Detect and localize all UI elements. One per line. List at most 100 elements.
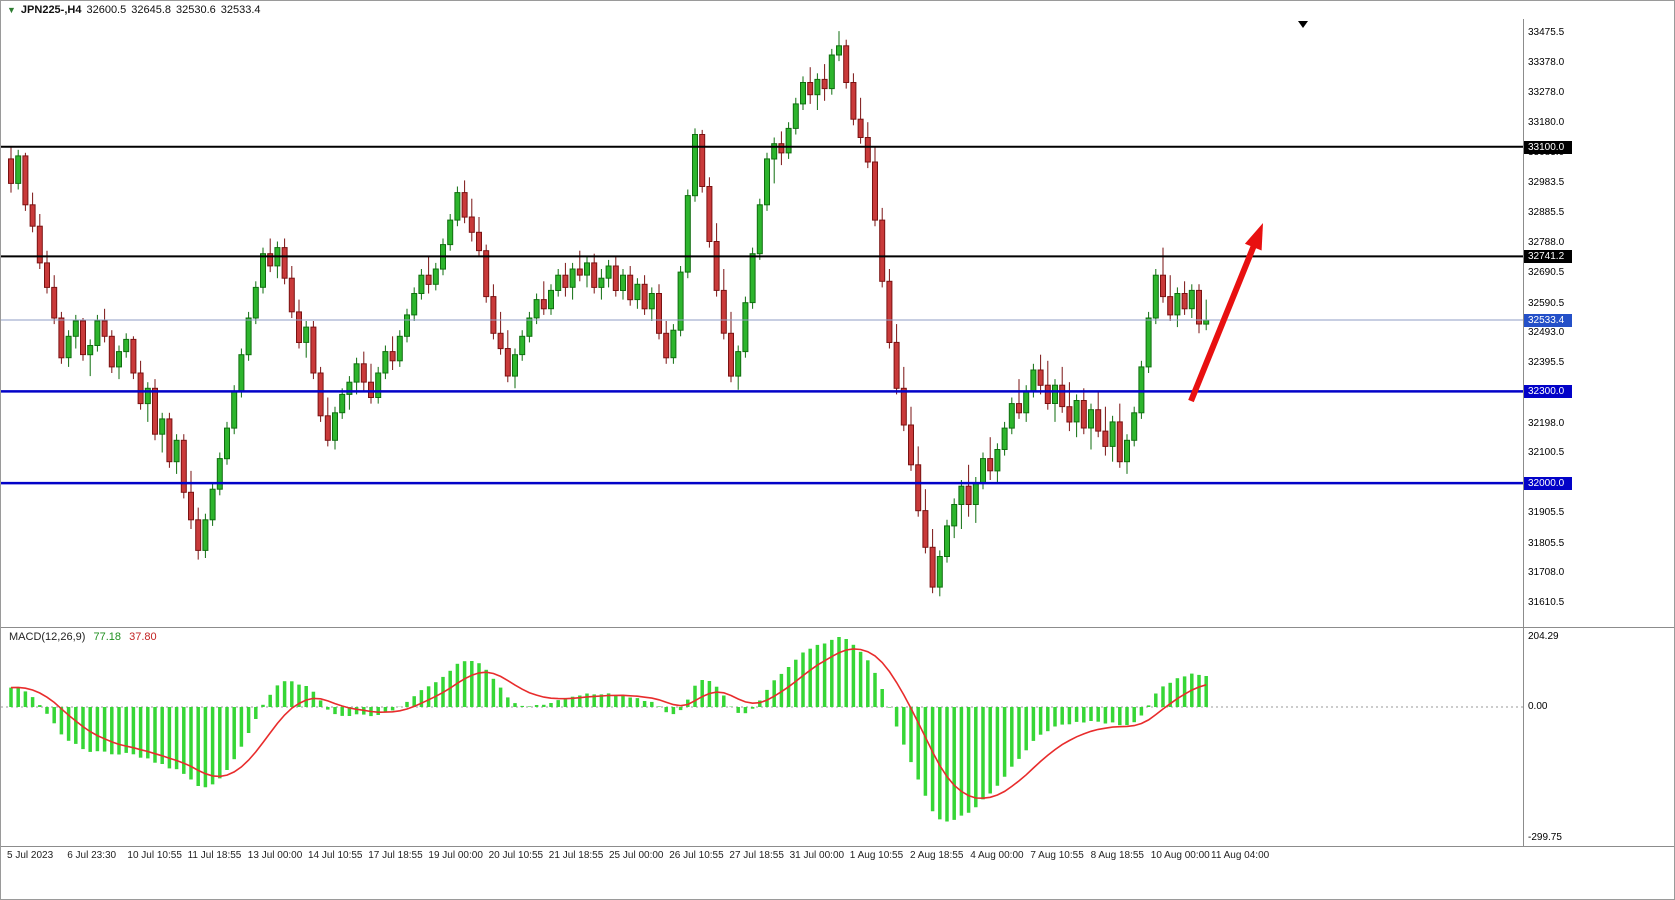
candle [1059, 366, 1066, 413]
candle [677, 266, 684, 337]
candle [281, 238, 288, 285]
candle [353, 357, 360, 395]
candle [173, 434, 180, 474]
candle [742, 296, 749, 358]
candle [411, 287, 418, 321]
candle [872, 146, 878, 227]
candle [137, 360, 144, 410]
candle [404, 308, 410, 343]
candle [476, 217, 482, 257]
candle [44, 250, 50, 294]
indicator-panel-divider[interactable] [1, 627, 1674, 628]
candle [879, 207, 886, 288]
macd-canvas[interactable] [1, 628, 1523, 846]
candle [519, 330, 526, 361]
macd-indicator-label: MACD(12,26,9) 77.18 37.80 [9, 631, 157, 643]
ohlc-low-value: 32530.6 [176, 4, 216, 16]
candle [1052, 379, 1058, 422]
candle [497, 311, 504, 355]
time-axis-label: 5 Jul 2023 [7, 850, 54, 861]
candle [1203, 299, 1210, 331]
candle [382, 345, 389, 380]
candle [317, 366, 324, 422]
price-chart-canvas[interactable] [1, 19, 1523, 627]
candle [713, 223, 720, 297]
candle [425, 256, 432, 294]
candle [584, 256, 590, 288]
candle [821, 64, 828, 101]
candle [447, 214, 454, 251]
candle [540, 281, 547, 315]
price-axis-label: 32003.0 [1528, 477, 1565, 489]
time-axis-label: 13 Jul 00:00 [247, 850, 303, 861]
price-axis-border [1523, 19, 1524, 846]
time-axis-label: 31 Jul 00:00 [789, 850, 845, 861]
candle [1181, 281, 1188, 315]
candle [116, 345, 122, 380]
price-axis-label: 32100.5 [1528, 447, 1565, 459]
candle [1001, 421, 1008, 456]
candle [670, 324, 677, 364]
candle [562, 262, 569, 297]
candle [569, 262, 576, 300]
candle [80, 318, 86, 361]
candle [605, 259, 612, 288]
candle [936, 550, 943, 597]
candle [908, 406, 914, 471]
candle [1095, 391, 1102, 438]
time-axis-label: 10 Aug 00:00 [1150, 850, 1210, 861]
ohlc-open-value: 32600.5 [86, 4, 127, 16]
candle [728, 311, 734, 383]
time-axis-label: 21 Jul 18:55 [548, 850, 604, 861]
candle [65, 330, 72, 367]
candle [1066, 382, 1073, 432]
price-axis-label: 31805.5 [1528, 537, 1565, 549]
candle [828, 48, 835, 95]
candle [756, 198, 763, 260]
price-axis-label: 32983.5 [1528, 177, 1565, 189]
current-price-chip: 32533.4 [1524, 313, 1572, 327]
candle [886, 269, 893, 349]
symbol-period-label: JPN225-,H4 [20, 4, 82, 16]
price-axis-label: 33083.0 [1528, 146, 1565, 158]
candle [188, 470, 194, 529]
candle [778, 131, 785, 166]
trend-arrow[interactable] [1188, 223, 1263, 403]
candle [591, 253, 598, 294]
candle [915, 446, 922, 517]
candle [180, 434, 187, 499]
macd-title-text: MACD(12,26,9) [9, 631, 86, 643]
time-axis-label: 11 Aug 04:00 [1211, 850, 1270, 861]
candle [346, 376, 353, 410]
candle [620, 269, 626, 300]
chart-shift-marker-icon[interactable] [1298, 21, 1308, 28]
candle [274, 241, 281, 279]
candle [598, 269, 605, 300]
candle [58, 311, 65, 364]
candle [339, 388, 346, 419]
ohlc-close-value: 32533.4 [220, 4, 261, 16]
candle [706, 177, 713, 248]
candle [418, 269, 425, 300]
candle [195, 507, 202, 560]
candle [252, 281, 259, 325]
candle [396, 330, 403, 367]
candle [1188, 284, 1195, 318]
time-axis-divider [1, 846, 1674, 847]
candle [965, 464, 972, 517]
ohlc-high-value: 32645.8 [131, 4, 171, 16]
time-axis-label: 26 Jul 10:55 [669, 850, 724, 861]
candle [209, 483, 216, 526]
candle [454, 186, 461, 227]
candle [303, 321, 310, 358]
candle [634, 278, 641, 309]
candle [8, 146, 14, 193]
candle [800, 76, 806, 110]
price-axis-label: 31610.5 [1528, 597, 1565, 609]
candle [656, 284, 662, 340]
candle [310, 321, 317, 380]
candle [1124, 434, 1130, 474]
candle [692, 128, 698, 202]
price-axis-label: 32885.5 [1528, 207, 1565, 219]
